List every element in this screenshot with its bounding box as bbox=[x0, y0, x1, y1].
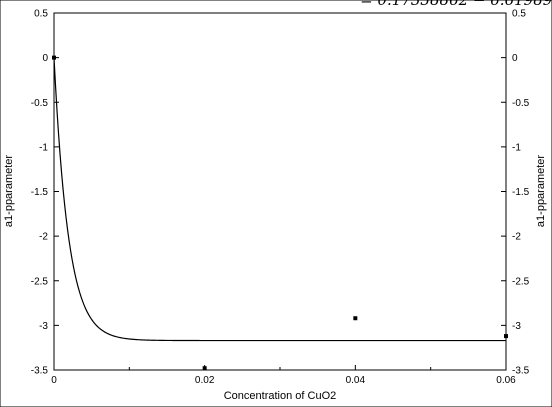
y-tick-label-right: 0.5 bbox=[512, 9, 526, 20]
y-tick-label-left: -3 bbox=[39, 321, 48, 332]
data-point bbox=[52, 55, 56, 60]
x-tick-label: 0.04 bbox=[346, 375, 366, 386]
y-tick-label-left: 0 bbox=[42, 53, 48, 64]
x-tick-label: 0.06 bbox=[496, 375, 516, 386]
data-points bbox=[52, 55, 508, 371]
y-tick-label-left: -0.5 bbox=[31, 98, 49, 109]
y-tick-label-right: -2 bbox=[512, 232, 521, 243]
data-point bbox=[504, 334, 508, 339]
y-tick-label-left: -1 bbox=[39, 142, 48, 153]
y-tick-label-left: -2 bbox=[39, 232, 48, 243]
y-tick-label-right: -3.5 bbox=[512, 366, 530, 377]
ticks bbox=[53, 12, 507, 371]
y-tick-label-right: -1 bbox=[512, 142, 521, 153]
data-point bbox=[353, 316, 358, 321]
tick-labels: 0.5 0.5 0 0 -0.5 -0.5 -1 -1 -1.5 -1.5 -2 -2 -2.5 -2.5… bbox=[31, 9, 530, 387]
y-tick-label-left: 0.5 bbox=[34, 9, 48, 20]
y-axis-title-left: a1-pparameter bbox=[3, 155, 15, 227]
y-tick-label-right: -3 bbox=[512, 321, 521, 332]
y-tick-label-left: -3.5 bbox=[31, 366, 49, 377]
y-tick-label-right: -1.5 bbox=[512, 187, 530, 198]
y-tick-label-left: -1.5 bbox=[31, 187, 49, 198]
y-axis-title-right: a1-pparameter bbox=[535, 155, 547, 227]
x-axis-title: Concentration of CuO2 bbox=[224, 390, 337, 402]
equation-fragment: = 0.17338862 − 6.6198923x bbox=[360, 0, 552, 9]
y-tick-label-right: 0 bbox=[512, 53, 518, 64]
fit-curve bbox=[53, 57, 506, 342]
x-tick-label: 0 bbox=[51, 375, 57, 386]
y-tick-label-right: -2.5 bbox=[512, 276, 530, 287]
y-tick-label-left: -2.5 bbox=[31, 276, 49, 287]
data-point bbox=[202, 366, 207, 371]
y-tick-label-right: -0.5 bbox=[512, 98, 530, 109]
x-tick-label: 0.02 bbox=[195, 375, 215, 386]
